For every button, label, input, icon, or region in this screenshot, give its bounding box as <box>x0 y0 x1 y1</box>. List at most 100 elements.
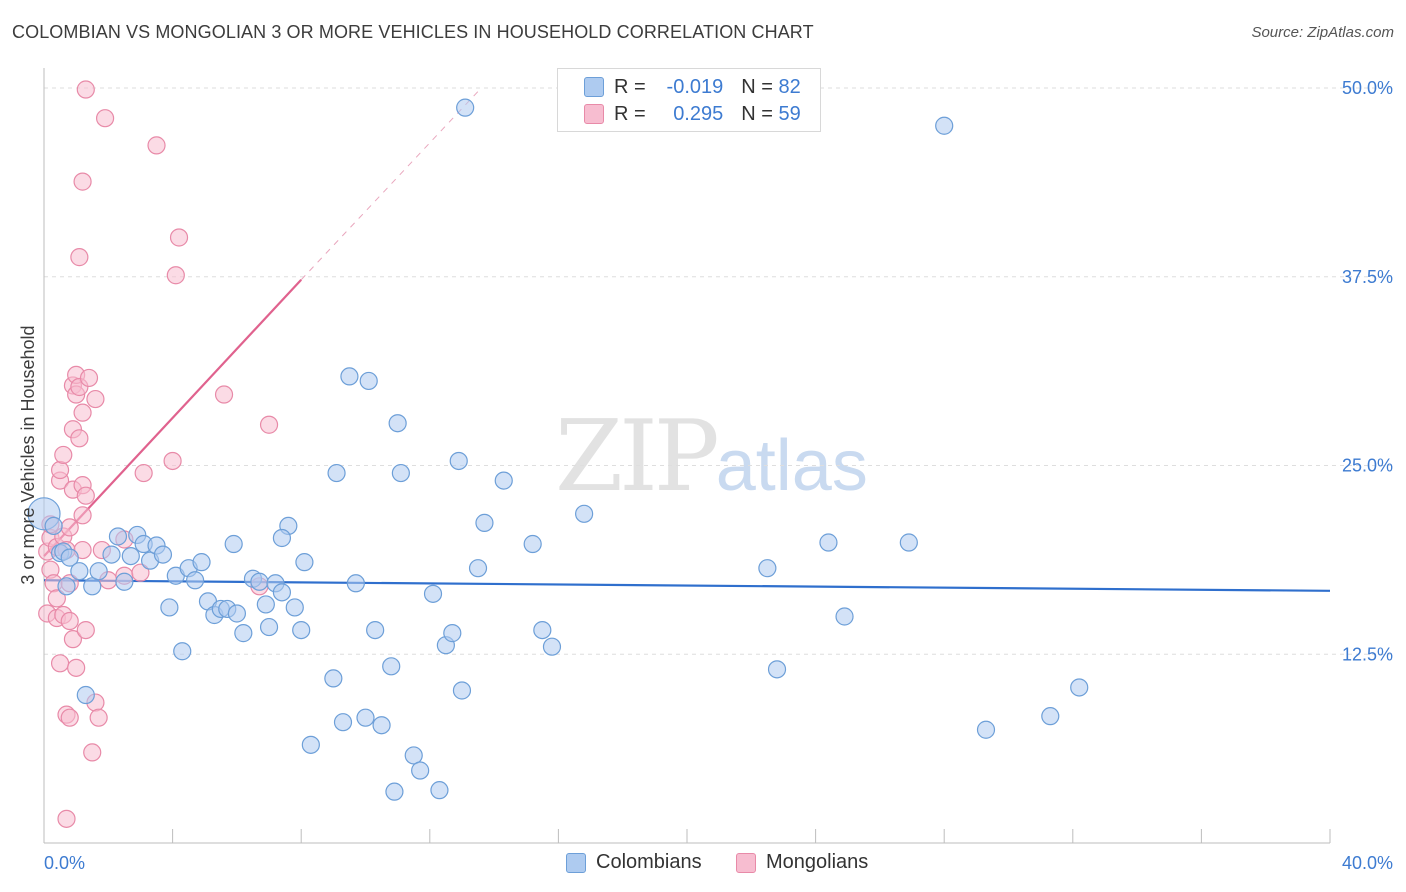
colombian-point <box>224 534 243 554</box>
colombian-point <box>385 782 404 801</box>
mongolian-point <box>147 136 166 155</box>
colombians-r-value: -0.019 <box>666 75 724 98</box>
mongolian-point <box>73 506 92 525</box>
mongolian-point <box>60 611 79 631</box>
colombian-point <box>272 583 292 602</box>
colombian-point <box>359 371 378 391</box>
y-tick-label: 50.0% <box>1342 78 1393 98</box>
colombian-point <box>575 504 594 523</box>
colombian-point <box>372 716 391 735</box>
legend-label-colombians: Colombians <box>596 851 702 873</box>
colombian-point <box>356 708 375 727</box>
colombian-point <box>44 516 63 536</box>
colombian-point <box>366 620 385 640</box>
mongolian-point <box>63 630 83 649</box>
colombian-point <box>340 367 359 386</box>
colombian-point <box>60 548 79 567</box>
colombian-point <box>227 604 246 623</box>
mongolian-point <box>67 658 86 677</box>
mongolian-point <box>76 486 95 505</box>
mongolian-point <box>79 368 99 388</box>
mongolian-point <box>76 80 95 99</box>
colombian-point <box>186 571 205 590</box>
colombian-point <box>295 553 314 572</box>
colombian-point <box>259 617 279 637</box>
mongolian-point <box>169 228 189 247</box>
watermark: ZIPatlas <box>555 400 868 514</box>
colombian-point <box>533 620 552 640</box>
grid-lines <box>44 87 1395 655</box>
mongolian-point <box>73 403 92 422</box>
colombian-point <box>301 735 320 754</box>
mongolian-point <box>259 415 279 434</box>
colombian-point <box>108 527 128 546</box>
colombian-point <box>404 746 423 765</box>
r-label: R = <box>614 75 646 98</box>
mongolian-point <box>83 743 102 762</box>
colombian-point <box>468 559 488 578</box>
mongolian-point <box>47 589 66 608</box>
n-label: N = <box>741 75 773 98</box>
colombian-point <box>292 620 311 640</box>
colombian-point <box>758 559 777 578</box>
colombian-point <box>234 624 253 643</box>
colombian-point <box>173 642 192 661</box>
colombian-point <box>57 577 76 596</box>
colombian-point <box>346 574 365 593</box>
colombians-swatch <box>566 852 586 873</box>
mongolian-point <box>57 809 76 828</box>
r-label: R = <box>614 102 646 125</box>
colombians-points <box>27 98 1089 801</box>
tick-labels: 12.5% 25.0% 37.5% 50.0% 0.0% 40.0% <box>44 78 1393 873</box>
mongolian-point <box>163 451 182 471</box>
y-tick-label: 12.5% <box>1342 644 1393 664</box>
colombian-point <box>523 534 542 554</box>
colombian-point <box>452 681 472 700</box>
mongolian-point <box>89 708 108 727</box>
legend-item-colombians[interactable]: Colombians <box>566 851 702 874</box>
colombian-point <box>935 116 954 135</box>
colombian-point <box>835 607 854 626</box>
mongolian-point <box>70 248 89 267</box>
mongolian-point <box>95 109 115 128</box>
n-label: N = <box>741 102 773 125</box>
mongolian-point <box>70 429 89 448</box>
mongolian-point <box>50 460 70 480</box>
colombian-point <box>153 545 173 564</box>
colombian-point <box>382 657 401 676</box>
mongolians-points <box>38 80 279 828</box>
colombian-point <box>475 513 494 532</box>
mongolian-point <box>54 445 73 465</box>
colombian-point <box>272 528 292 548</box>
colombian-point <box>333 713 353 732</box>
colombian-point <box>1041 707 1060 726</box>
colombian-point <box>192 553 211 572</box>
legend-row-colombians: R = -0.019 N = 82 <box>584 75 801 99</box>
mongolian-point <box>166 266 185 285</box>
colombian-point <box>456 98 475 117</box>
legend-item-mongolians[interactable]: Mongolians <box>736 851 868 874</box>
series-legend: Colombians Mongolians <box>0 851 1406 879</box>
x-tick-label: 0.0% <box>44 853 85 873</box>
mongolian-point <box>76 620 95 640</box>
colombian-point <box>976 720 996 739</box>
colombian-point <box>102 545 121 564</box>
trend-line-mongolians <box>300 87 482 281</box>
colombian-point <box>542 637 562 656</box>
colombian-point <box>160 598 179 617</box>
y-axis-label: 3 or more Vehicles in Household <box>18 325 38 584</box>
trend-line-colombians <box>43 579 1331 592</box>
colombian-point <box>494 471 513 490</box>
colombian-point <box>285 598 304 617</box>
colombian-point <box>115 572 134 591</box>
colombian-point <box>767 660 787 679</box>
watermark-zip: ZIP <box>555 400 720 514</box>
colombian-point <box>256 595 275 614</box>
legend-row-mongolians: R = 0.295 N = 59 <box>584 102 801 126</box>
colombian-point <box>250 572 269 591</box>
y-tick-label: 25.0% <box>1342 456 1393 476</box>
colombian-point <box>899 533 918 552</box>
colombian-point <box>391 463 410 483</box>
colombian-point <box>388 414 407 433</box>
mongolian-point <box>60 708 79 727</box>
